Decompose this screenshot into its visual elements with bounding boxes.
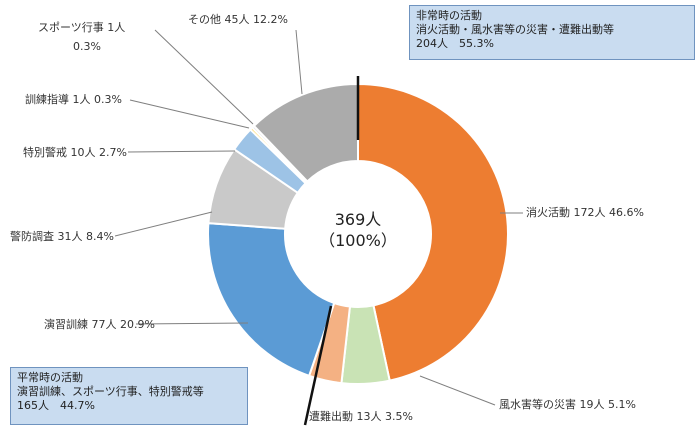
slice-label-special-alert: 特別警戒 10人 2.7% (23, 145, 127, 159)
leader-line-6 (154, 29, 254, 125)
callout-normal-stat: 165人 44.7% (17, 399, 95, 412)
leader-line-4 (127, 150, 236, 153)
center-percent: （100%） (319, 231, 397, 250)
slice-label-sports-event-line2: 0.3% (73, 40, 101, 53)
callout-normal-detail: 演習訓練、スポーツ行事、特別警戒等 (17, 385, 204, 398)
slice-label-sports-event-line1: スポーツ行事 1人 (38, 21, 125, 34)
divider-line-normal (303, 305, 333, 426)
slice-label-rescue: 遭難出動 13人 3.5% (309, 409, 413, 423)
slice-label-training-guidance: 訓練指導 1人 0.3% (25, 92, 122, 106)
leader-line-1 (419, 375, 496, 406)
callout-normal: 平常時の活動 演習訓練、スポーツ行事、特別警戒等 165人 44.7% (10, 367, 248, 425)
center-total: 369人 (335, 210, 382, 229)
leader-lines (114, 29, 523, 406)
slice-label-firefighting: 消火活動 172人 46.6% (526, 205, 644, 219)
callout-emergency-stat: 204人 55.3% (416, 37, 494, 50)
slice-label-drill: 演習訓練 77人 20.9% (44, 317, 155, 331)
donut-slices (207, 82, 509, 385)
slice-3 (207, 222, 336, 378)
leader-line-3 (114, 211, 213, 237)
leader-line-5 (129, 99, 250, 129)
slice-label-inspection: 警防調査 31人 8.4% (10, 229, 114, 243)
slice-label-other: その他 45人 12.2% (188, 13, 288, 26)
slice-0 (357, 82, 509, 382)
leader-line-2 (135, 322, 249, 325)
callout-emergency-title: 非常時の活動 (416, 9, 482, 22)
callout-emergency-detail: 消火活動・風水害等の災害・遭難出動等 (416, 23, 614, 36)
callout-emergency: 非常時の活動 消火活動・風水害等の災害・遭難出動等 204人 55.3% (409, 5, 695, 60)
slice-label-storm-flood: 風水害等の災害 19人 5.1% (499, 397, 636, 411)
leader-line-7 (295, 29, 303, 95)
callout-normal-title: 平常時の活動 (17, 371, 83, 384)
